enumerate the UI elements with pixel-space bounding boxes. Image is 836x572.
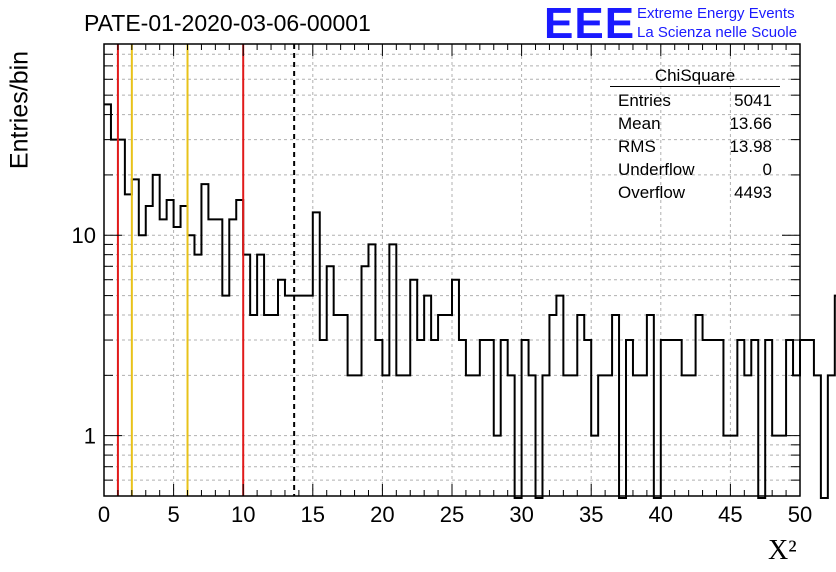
x-tick-label: 45 bbox=[718, 502, 742, 527]
stat-value: 13.66 bbox=[729, 114, 772, 133]
x-tick-label: 0 bbox=[98, 502, 110, 527]
y-tick-label: 1 bbox=[84, 424, 96, 449]
stat-row-rms: RMS 13.98 bbox=[610, 135, 780, 158]
stat-row-underflow: Underflow 0 bbox=[610, 158, 780, 181]
stat-label: Overflow bbox=[618, 183, 686, 202]
stat-value: 13.98 bbox=[729, 137, 772, 156]
x-tick-label: 10 bbox=[231, 502, 255, 527]
x-tick-label: 20 bbox=[370, 502, 394, 527]
x-tick-label: 50 bbox=[788, 502, 812, 527]
stat-row-overflow: Overflow 4493 bbox=[610, 181, 780, 204]
stat-row-mean: Mean 13.66 bbox=[610, 112, 780, 135]
y-tick-label: 10 bbox=[72, 223, 96, 248]
x-axis-label: X² bbox=[768, 535, 797, 566]
stat-label: Mean bbox=[618, 114, 661, 133]
x-tick-label: 30 bbox=[509, 502, 533, 527]
x-tick-label: 40 bbox=[649, 502, 673, 527]
x-tick-label: 35 bbox=[579, 502, 603, 527]
stat-label: Underflow bbox=[618, 160, 695, 179]
eee-logo: EEE bbox=[544, 0, 636, 48]
y-axis-label: Entries/bin bbox=[5, 50, 34, 170]
stat-label: Entries bbox=[618, 91, 671, 110]
stats-title: ChiSquare bbox=[610, 66, 780, 87]
logo-line-2: La Scienza nelle Scuole bbox=[637, 24, 798, 41]
stats-box: ChiSquare Entries 5041 Mean 13.66 RMS 13.98… bbox=[610, 66, 780, 204]
x-tick-label: 15 bbox=[301, 502, 325, 527]
stat-value: 4493 bbox=[734, 183, 772, 202]
x-tick-label: 25 bbox=[440, 502, 464, 527]
stat-value: 0 bbox=[762, 160, 772, 179]
logo-line-1: Extreme Energy Events bbox=[637, 5, 795, 22]
stat-value: 5041 bbox=[734, 91, 772, 110]
x-tick-label: 5 bbox=[167, 502, 179, 527]
stat-row-entries: Entries 5041 bbox=[610, 89, 780, 112]
chart-title: PATE-01-2020-03-06-00001 bbox=[84, 10, 371, 36]
stat-label: RMS bbox=[618, 137, 656, 156]
